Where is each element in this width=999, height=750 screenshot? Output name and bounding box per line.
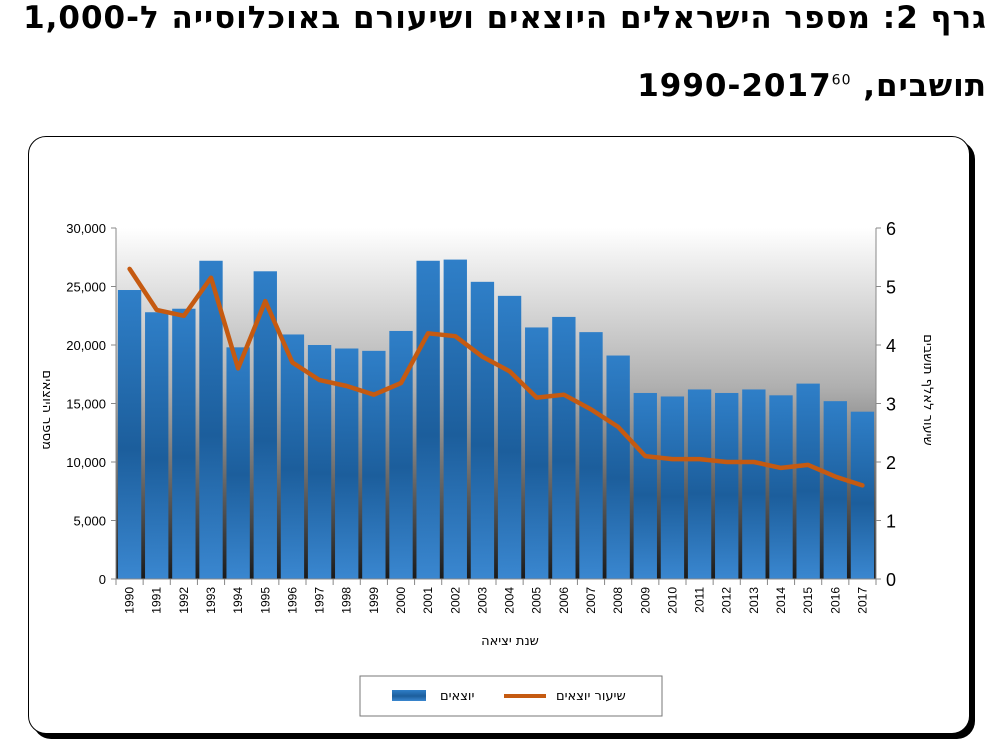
chart-title-line-2: תושבים, 1990-201760 — [637, 68, 987, 104]
bar-2009 — [633, 392, 657, 579]
y2-tick-label: 2 — [886, 453, 896, 473]
x-tick-label: 2009 — [638, 587, 652, 614]
y-tick-label: 0 — [99, 572, 106, 587]
bar-2000 — [389, 330, 413, 579]
footnote-marker: 60 — [831, 72, 852, 89]
bar-1997 — [307, 345, 332, 579]
y2-axis-label: שיעור לאלף תושבים — [920, 334, 935, 446]
x-tick-label: 2000 — [394, 587, 408, 614]
y-tick-label: 10,000 — [66, 455, 106, 470]
bar-2006 — [552, 316, 576, 579]
legend: יוצאים שיעור יוצאים — [359, 675, 663, 717]
bar-1999 — [362, 350, 386, 579]
y2-tick-label: 4 — [886, 336, 896, 356]
y-tick-label: 5,000 — [73, 514, 106, 529]
bar-2014 — [769, 395, 793, 579]
bar-2001 — [416, 260, 440, 579]
y-tick-label: 20,000 — [66, 338, 106, 353]
bar-1992 — [172, 308, 196, 579]
y2-tick-label: 5 — [886, 278, 896, 298]
x-tick-label: 2016 — [828, 587, 842, 614]
x-tick-label: 1992 — [177, 587, 191, 614]
x-tick-label: 2006 — [557, 587, 571, 614]
x-tick-label: 2008 — [611, 587, 625, 614]
bar-1991 — [145, 312, 169, 579]
chart-title-line-1: גרף 2: מספר הישראלים היוצאים ושיעורם באו… — [23, 0, 987, 36]
x-tick-label: 1994 — [231, 587, 245, 614]
rate-line — [127, 266, 865, 488]
x-tick-label: 2013 — [747, 587, 761, 614]
y-tick-label: 30,000 — [66, 221, 106, 236]
x-tick-label: 2007 — [584, 587, 598, 614]
legend-bar-swatch — [392, 690, 426, 701]
bar-2007 — [579, 332, 603, 579]
x-tick-label: 1993 — [204, 587, 218, 614]
x-tick-label: 2002 — [448, 587, 462, 614]
x-tick-label: 1991 — [150, 587, 164, 614]
y2-tick-label: 6 — [886, 219, 896, 239]
bar-2013 — [742, 389, 766, 579]
bar-2012 — [715, 392, 739, 579]
y-axis-label: מספר היוצאים — [39, 370, 54, 450]
bar-2004 — [497, 295, 522, 579]
x-tick-label: 1998 — [340, 587, 354, 614]
bar-2017 — [850, 411, 875, 579]
bar-2008 — [606, 355, 630, 579]
bar-2016 — [823, 401, 847, 579]
x-tick-label: 2004 — [503, 587, 517, 614]
bar-1994 — [226, 347, 250, 579]
x-tick-label: 2017 — [855, 587, 869, 614]
x-tick-label: 1995 — [258, 587, 272, 614]
x-tick-label: 2015 — [801, 587, 815, 614]
x-tick-label: 2011 — [693, 587, 707, 613]
x-tick-label: 2005 — [530, 587, 544, 614]
bar-1996 — [280, 334, 305, 579]
bar-1998 — [335, 348, 359, 579]
y-tick-label: 15,000 — [66, 397, 106, 412]
x-tick-label: 1990 — [123, 587, 137, 614]
bar-2003 — [470, 281, 495, 579]
bar-2010 — [660, 396, 685, 579]
bar-2002 — [443, 259, 467, 579]
bar-1995 — [253, 271, 277, 579]
legend-bar-label: יוצאים — [440, 689, 474, 704]
x-tick-label: 2014 — [774, 587, 788, 614]
x-tick-label: 1997 — [313, 587, 327, 614]
bar-1990 — [117, 290, 142, 579]
bar-2015 — [796, 383, 820, 579]
x-tick-label: 2012 — [720, 587, 734, 614]
x-tick-label: 1999 — [367, 587, 381, 614]
bar-2005 — [525, 327, 549, 579]
x-tick-label: 2003 — [475, 587, 489, 614]
x-tick-label: 2010 — [665, 587, 679, 614]
y2-tick-label: 1 — [886, 512, 896, 532]
y-tick-label: 25,000 — [66, 280, 106, 295]
x-axis-label: שנת יציאה — [481, 634, 539, 649]
y2-tick-label: 0 — [886, 570, 896, 590]
bar-2011 — [687, 389, 712, 579]
x-tick-label: 1996 — [285, 587, 299, 614]
bar-1993 — [199, 260, 223, 579]
legend-line-label: שיעור יוצאים — [556, 689, 626, 704]
y2-tick-label: 3 — [886, 395, 896, 415]
x-tick-label: 2001 — [421, 587, 435, 614]
